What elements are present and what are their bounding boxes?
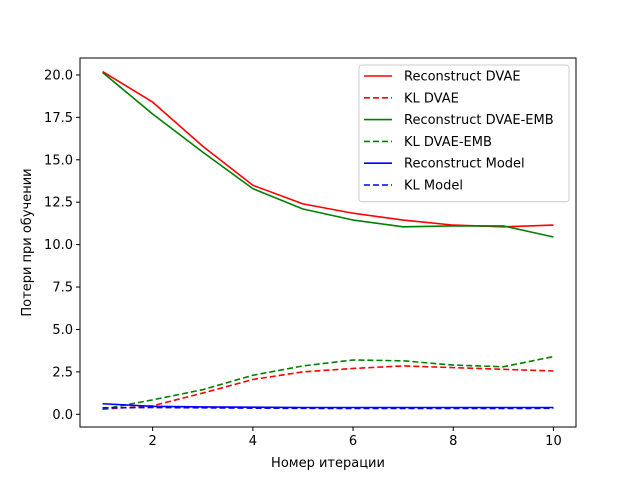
legend-label: Reconstruct DVAE [404, 70, 521, 85]
y-tick-label: 20.0 [44, 68, 73, 83]
y-tick-label: 0.0 [52, 408, 73, 423]
x-axis-ticks: 2 4 6 8 10 [149, 427, 562, 449]
legend-label: KL Model [404, 179, 463, 194]
y-tick-label: 17.5 [44, 111, 73, 126]
legend-label: Reconstruct Model [404, 157, 525, 172]
y-axis-ticks: 0.0 2.5 5.0 7.5 10.0 12.5 15.0 17.5 20.0 [44, 68, 80, 423]
legend-label: KL DVAE-EMB [404, 135, 492, 150]
legend: Reconstruct DVAE KL DVAE Reconstruct DVAE-… [358, 64, 570, 203]
y-axis-label: Потери при обучении [20, 168, 35, 316]
series-line-1 [102, 365, 554, 410]
series-line-4 [102, 402, 554, 409]
legend-label: KL DVAE [404, 91, 459, 106]
y-tick-label: 5.0 [52, 323, 73, 338]
x-tick-label: 8 [449, 434, 457, 449]
x-tick-label: 2 [149, 434, 157, 449]
x-axis-label: Номер итерации [271, 456, 385, 471]
y-tick-label: 7.5 [52, 281, 73, 296]
series-layer [102, 70, 554, 410]
legend-label: Reconstruct DVAE-EMB [404, 113, 554, 128]
legend-box [358, 64, 570, 203]
y-tick-label: 2.5 [52, 365, 73, 380]
x-tick-label: 6 [349, 434, 357, 449]
plot-frame [79, 57, 577, 428]
series-line-3 [102, 355, 554, 410]
y-tick-label: 12.5 [44, 196, 73, 211]
y-tick-label: 10.0 [44, 238, 73, 253]
series-line-5 [102, 406, 554, 410]
series-line-2 [102, 71, 554, 238]
x-tick-label: 10 [545, 434, 562, 449]
x-tick-label: 4 [249, 434, 257, 449]
y-tick-label: 15.0 [44, 153, 73, 168]
